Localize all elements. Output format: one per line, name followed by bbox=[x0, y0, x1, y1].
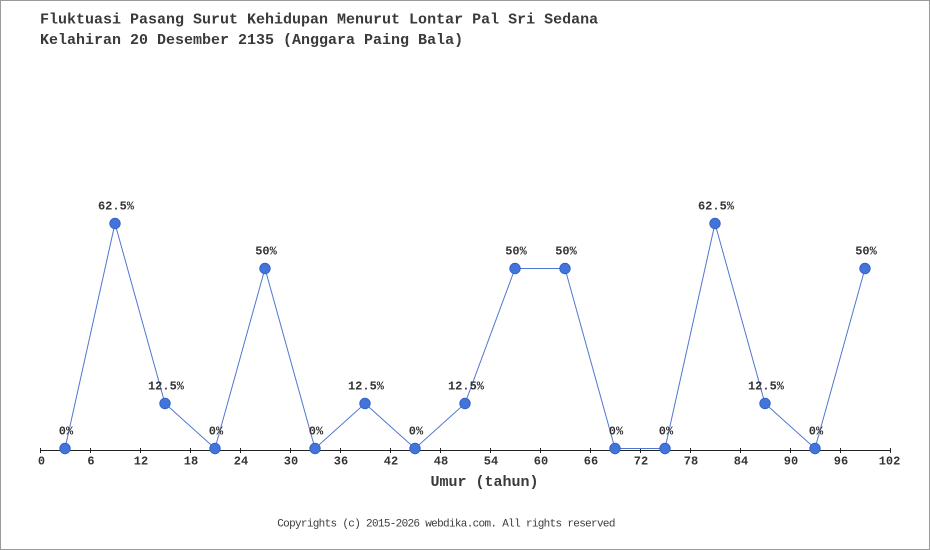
svg-text:Umur (tahun): Umur (tahun) bbox=[430, 474, 538, 491]
svg-text:72: 72 bbox=[634, 454, 648, 468]
svg-text:96: 96 bbox=[834, 454, 848, 468]
svg-text:Copyrights (c) 2015-2026 webdi: Copyrights (c) 2015-2026 webdika.com. Al… bbox=[277, 518, 615, 530]
svg-text:6: 6 bbox=[87, 454, 94, 468]
svg-text:50%: 50% bbox=[255, 245, 277, 259]
svg-text:50%: 50% bbox=[505, 245, 527, 259]
svg-text:0%: 0% bbox=[59, 425, 74, 439]
svg-text:0%: 0% bbox=[409, 425, 424, 439]
svg-text:0%: 0% bbox=[309, 425, 324, 439]
svg-text:42: 42 bbox=[384, 454, 398, 468]
svg-text:0: 0 bbox=[38, 454, 45, 468]
svg-text:62.5%: 62.5% bbox=[98, 200, 135, 214]
svg-text:12.5%: 12.5% bbox=[748, 380, 785, 394]
svg-text:0%: 0% bbox=[659, 425, 674, 439]
svg-text:0%: 0% bbox=[609, 425, 624, 439]
svg-text:12: 12 bbox=[134, 454, 148, 468]
svg-text:102: 102 bbox=[879, 454, 901, 468]
svg-text:48: 48 bbox=[434, 454, 448, 468]
svg-text:12.5%: 12.5% bbox=[348, 380, 385, 394]
svg-text:18: 18 bbox=[184, 454, 198, 468]
svg-text:50%: 50% bbox=[555, 245, 577, 259]
svg-text:12.5%: 12.5% bbox=[448, 380, 485, 394]
svg-text:62.5%: 62.5% bbox=[698, 200, 735, 214]
svg-text:54: 54 bbox=[484, 454, 498, 468]
svg-text:0%: 0% bbox=[209, 425, 224, 439]
svg-text:50%: 50% bbox=[855, 245, 877, 259]
svg-text:0%: 0% bbox=[809, 425, 824, 439]
svg-text:Kelahiran 20 Desember 2135 (An: Kelahiran 20 Desember 2135 (Anggara Pain… bbox=[40, 32, 463, 49]
svg-text:36: 36 bbox=[334, 454, 348, 468]
svg-text:66: 66 bbox=[584, 454, 598, 468]
svg-text:30: 30 bbox=[284, 454, 298, 468]
svg-text:24: 24 bbox=[234, 454, 248, 468]
svg-text:60: 60 bbox=[534, 454, 548, 468]
svg-text:90: 90 bbox=[784, 454, 798, 468]
svg-text:12.5%: 12.5% bbox=[148, 380, 185, 394]
svg-text:84: 84 bbox=[734, 454, 748, 468]
svg-text:78: 78 bbox=[684, 454, 698, 468]
svg-text:Fluktuasi Pasang Surut Kehidup: Fluktuasi Pasang Surut Kehidupan Menurut… bbox=[40, 12, 598, 29]
